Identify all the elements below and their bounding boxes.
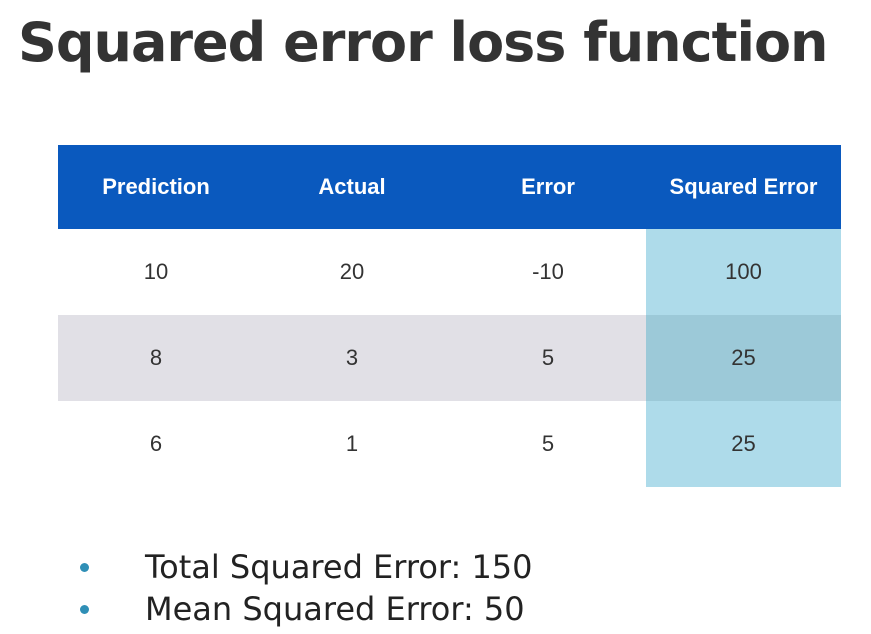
error-table: Prediction Actual Error Squared Error 10… xyxy=(58,145,841,487)
cell-squared-error: 25 xyxy=(646,401,841,487)
cell-error: -10 xyxy=(532,259,564,284)
cell-prediction: 6 xyxy=(149,431,163,456)
total-squared-error-text: Total Squared Error: 150 xyxy=(145,548,533,586)
column-header-squared-error: Squared Error xyxy=(669,174,818,199)
cell-squared-error: 100 xyxy=(646,229,841,315)
bullet-dot-icon xyxy=(80,562,89,572)
table-header: Prediction Actual Error Squared Error xyxy=(58,145,841,229)
mean-squared-error-text: Mean Squared Error: 50 xyxy=(145,590,525,628)
cell-error: 5 xyxy=(541,345,555,370)
list-item: Total Squared Error: 150 xyxy=(80,546,533,588)
table-row: 10 20 -10 100 xyxy=(58,229,841,315)
table-row: 6 1 5 25 xyxy=(58,401,841,487)
column-header-prediction: Prediction xyxy=(102,174,210,199)
cell-actual: 3 xyxy=(345,345,359,370)
cell-prediction: 8 xyxy=(149,345,163,370)
cell-squared-error: 25 xyxy=(646,315,841,401)
list-item: Mean Squared Error: 50 xyxy=(80,588,533,630)
cell-actual: 20 xyxy=(339,259,365,284)
column-header-error: Error xyxy=(521,174,575,199)
cell-error: 5 xyxy=(541,431,555,456)
page-title: Squared error loss function xyxy=(18,11,828,74)
bullet-dot-icon xyxy=(80,604,89,614)
table-row: 8 3 5 25 xyxy=(58,315,841,401)
cell-actual: 1 xyxy=(345,431,359,456)
column-header-actual: Actual xyxy=(318,174,386,199)
cell-prediction: 10 xyxy=(143,259,169,284)
summary-list: Total Squared Error: 150 Mean Squared Er… xyxy=(80,546,533,630)
